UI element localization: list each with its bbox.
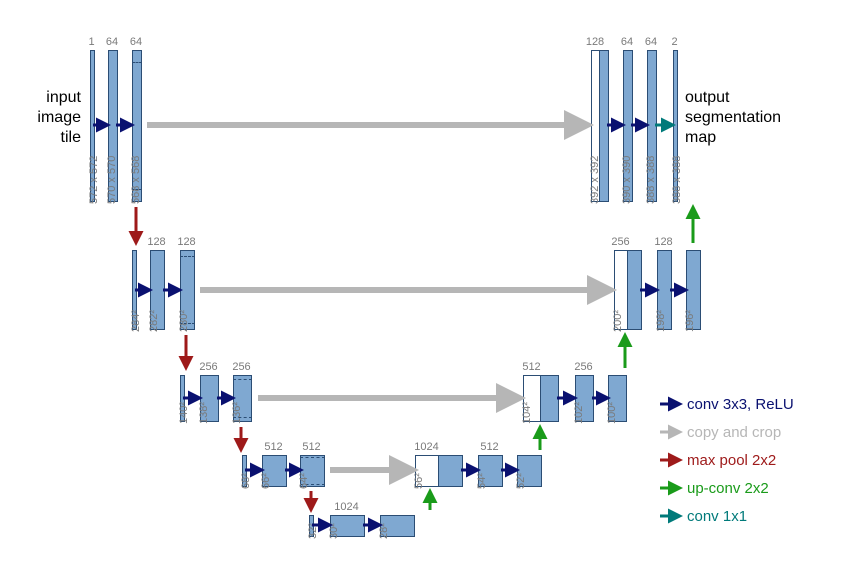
- channels-label: 64: [621, 36, 633, 48]
- arrow-conv: [451, 460, 488, 480]
- arrow-upconv: [530, 417, 550, 460]
- arrow-conv: [547, 388, 585, 408]
- arrow-conv: [582, 388, 618, 408]
- channels-label: 128: [177, 236, 195, 248]
- channels-label: 64: [106, 36, 118, 48]
- arrow-conv: [491, 460, 527, 480]
- legend-pool: max pool 2x2: [687, 452, 776, 469]
- channels-label: 256: [232, 361, 250, 373]
- channels-label: 2: [671, 36, 677, 48]
- arrow-pool: [176, 325, 196, 378]
- channels-label: 64: [130, 36, 142, 48]
- channels-label: 512: [480, 441, 498, 453]
- spatial-label: 388 x 388: [671, 156, 683, 204]
- input-label: inputimagetile: [37, 88, 81, 148]
- arrow-copy: [248, 388, 530, 408]
- arrow-copy: [190, 280, 621, 300]
- spatial-label: 198²: [655, 310, 667, 332]
- legend-conv1x1: conv 1x1: [687, 508, 747, 525]
- arrow-conv: [153, 280, 190, 300]
- spatial-label: 570 x 570: [106, 156, 118, 204]
- output-label: outputsegmentationmap: [685, 88, 781, 148]
- arrow-pool: [126, 197, 146, 253]
- arrow-conv: [173, 388, 210, 408]
- arrow-conv: [106, 115, 142, 135]
- channels-label: 1: [88, 36, 94, 48]
- arrow-pool: [301, 481, 321, 520]
- channels-label: 512: [264, 441, 282, 453]
- arrow-upconv: [650, 478, 690, 498]
- arrow-upconv: [420, 481, 440, 520]
- arrow-conv: [650, 394, 690, 414]
- arrow-conv1x1: [650, 506, 690, 526]
- arrow-conv: [353, 515, 390, 535]
- channels-label: 64: [645, 36, 657, 48]
- arrow-upconv: [683, 197, 703, 253]
- arrow-copy: [320, 460, 423, 480]
- channels-label: 256: [574, 361, 592, 373]
- legend-conv: conv 3x3, ReLU: [687, 396, 794, 413]
- channels-label: 256: [611, 236, 629, 248]
- spatial-label: 390 x 390: [621, 156, 633, 204]
- channels-label: 512: [522, 361, 540, 373]
- spatial-label: 572 x 572: [88, 156, 100, 204]
- channels-label: 128: [147, 236, 165, 248]
- spatial-label: 388 x 388: [645, 156, 657, 204]
- arrow-conv: [660, 280, 696, 300]
- channels-label: 128: [586, 36, 604, 48]
- spatial-label: 284²: [130, 310, 142, 332]
- arrow-copy: [137, 115, 598, 135]
- arrow-upconv: [615, 325, 635, 378]
- arrow-pool: [650, 450, 690, 470]
- arrow-pool: [231, 417, 251, 460]
- arrow-copy: [650, 422, 690, 442]
- spatial-label: 196²: [684, 310, 696, 332]
- arrow-conv: [235, 460, 272, 480]
- arrow-conv1x1: [645, 115, 683, 135]
- legend-upconv: up-conv 2x2: [687, 480, 769, 497]
- arrow-conv: [207, 388, 243, 408]
- legend-copy: copy and crop: [687, 424, 781, 441]
- channels-label: 128: [654, 236, 672, 248]
- channels-label: 1024: [334, 501, 358, 513]
- channels-label: 1024: [414, 441, 438, 453]
- arrow-conv: [275, 460, 311, 480]
- channels-label: 256: [199, 361, 217, 373]
- channels-label: 512: [302, 441, 320, 453]
- spatial-label: 282²: [148, 310, 160, 332]
